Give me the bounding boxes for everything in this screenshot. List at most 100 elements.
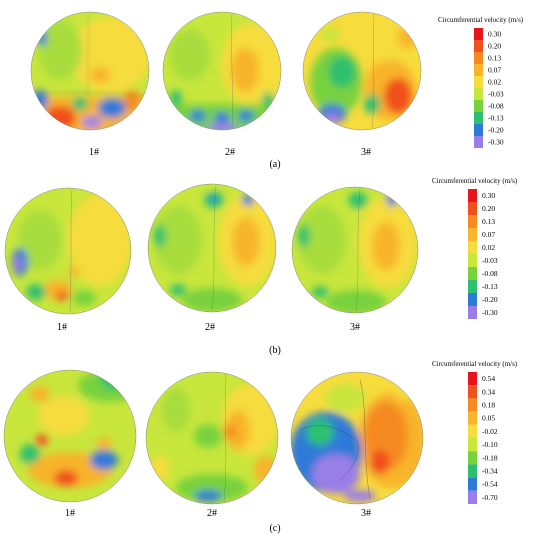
legend-tick-label: 0.13 <box>488 54 501 63</box>
legend-swatch <box>474 64 483 76</box>
plot-caption: 2# <box>225 147 235 158</box>
legend-tick-label: 0.54 <box>482 374 495 383</box>
plot-outline <box>145 371 279 505</box>
legend-tick-label: -0.30 <box>482 308 498 317</box>
legend-swatch <box>468 490 477 504</box>
legend-title: Circumferential velocity (m/s) <box>432 177 518 185</box>
legend-tick-label: 0.34 <box>482 387 495 396</box>
legend-title: Circumferential velocity (m/s) <box>432 360 518 368</box>
contour-plot-a3 <box>302 11 422 131</box>
legend-swatch <box>468 293 477 306</box>
legend-tick-label: -0.13 <box>488 114 504 123</box>
contour-plot-b2 <box>147 183 277 313</box>
contour-field <box>292 187 418 313</box>
legend-swatch <box>468 411 477 425</box>
panel-label: (b) <box>269 345 281 356</box>
contour-plot-a1 <box>30 11 150 131</box>
panel-c: 1# 2# <box>3 360 518 534</box>
color-legend: Circumferential velocity (m/s) 0.300.200… <box>432 177 518 319</box>
legend-swatch <box>468 215 477 228</box>
legend-tick-label: -0.13 <box>482 282 498 291</box>
legend-tick-label: 0.20 <box>488 42 501 51</box>
legend-tick-label: -0.70 <box>482 493 498 502</box>
legend-tick-label: 0.20 <box>482 204 495 213</box>
contour-plot-c1 <box>3 369 137 503</box>
contour-plot-c3 <box>290 371 424 505</box>
legend-swatch <box>474 100 483 112</box>
legend-swatch <box>468 241 477 254</box>
contour-plot-b3 <box>291 186 419 314</box>
legend-tick-label: 0.02 <box>482 243 495 252</box>
plot-caption: 1# <box>65 508 75 519</box>
contour-field <box>291 372 423 504</box>
legend-swatch <box>468 464 477 478</box>
plot-outline <box>147 183 277 313</box>
legend-swatch <box>474 40 483 52</box>
legend-tick-label: 0.07 <box>482 230 495 239</box>
legend-swatch <box>474 112 483 124</box>
legend-tick-label: -0.20 <box>482 295 498 304</box>
plot-outline <box>162 11 282 131</box>
plot-outline <box>290 371 424 505</box>
plot-outline <box>291 186 419 314</box>
legend-swatch <box>468 372 477 386</box>
legend-tick-label: -0.10 <box>482 440 498 449</box>
plot-outline <box>4 187 132 315</box>
panel-label: (a) <box>269 159 280 170</box>
contour-field <box>146 372 278 504</box>
legend-swatch <box>468 202 477 215</box>
legend-tick-label: -0.03 <box>488 90 504 99</box>
legend-tick-label: 0.18 <box>482 401 495 410</box>
plot-caption: 3# <box>361 508 371 519</box>
panel-b: 1# 2# <box>4 177 518 356</box>
legend-tick-label: -0.08 <box>482 269 498 278</box>
legend-swatch <box>468 438 477 452</box>
contour-plot-a2 <box>162 11 282 131</box>
legend-swatch <box>474 52 483 64</box>
legend-tick-label: -0.02 <box>482 427 498 436</box>
panel-label: (c) <box>269 523 280 534</box>
color-legend: Circumferential velocity (m/s) 0.540.340… <box>432 360 518 504</box>
legend-tick-label: 0.02 <box>488 78 501 87</box>
legend-scale: 0.30 0.20 0.13 0.07 0.02 -0.03 -0.08 -0.13 -0.20… <box>468 189 498 319</box>
legend-tick-label: -0.08 <box>488 102 504 111</box>
legend-swatch <box>474 76 483 88</box>
legend-swatch <box>468 267 477 280</box>
legend-swatch <box>468 385 477 399</box>
legend-tick-label: -0.20 <box>488 126 504 135</box>
legend-swatch <box>468 280 477 293</box>
legend-tick-label: -0.30 <box>488 138 504 147</box>
legend-tick-label: 0.13 <box>482 217 495 226</box>
legend-tick-label: -0.18 <box>482 453 498 462</box>
legend-tick-label: -0.34 <box>482 467 498 476</box>
legend-swatch <box>468 451 477 465</box>
legend-swatch <box>474 28 483 40</box>
contour-plot-b1 <box>4 187 132 315</box>
legend-scale: 0.54 0.34 0.18 0.05 -0.02 -0.10 -0.18 -0.34 -0.5… <box>468 372 498 504</box>
legend-tick-label: 0.30 <box>488 30 501 39</box>
legend-swatch <box>468 398 477 412</box>
legend-tick-label: -0.54 <box>482 480 498 489</box>
plot-caption: 1# <box>89 147 99 158</box>
contour-field <box>148 184 276 312</box>
legend-tick-label: 0.05 <box>482 414 495 423</box>
plot-caption: 1# <box>57 322 67 333</box>
contour-field <box>31 12 149 130</box>
contour-field <box>303 12 421 130</box>
legend-swatch <box>468 254 477 267</box>
contour-field <box>5 188 131 314</box>
plot-outline <box>302 11 422 131</box>
legend-swatch <box>474 136 483 148</box>
legend-tick-label: 0.07 <box>488 66 501 75</box>
legend-swatch <box>474 124 483 136</box>
plot-outline <box>3 369 137 503</box>
contour-plot-c2 <box>145 371 279 505</box>
legend-swatch <box>474 88 483 100</box>
plot-caption: 2# <box>207 508 217 519</box>
plot-caption: 3# <box>350 322 360 333</box>
legend-swatch <box>468 228 477 241</box>
color-legend: Circumferential velocity (m/s) 0.30 0.20 0… <box>438 16 524 148</box>
legend-tick-label: -0.03 <box>482 256 498 265</box>
legend-title: Circumferential velocity (m/s) <box>438 16 524 24</box>
